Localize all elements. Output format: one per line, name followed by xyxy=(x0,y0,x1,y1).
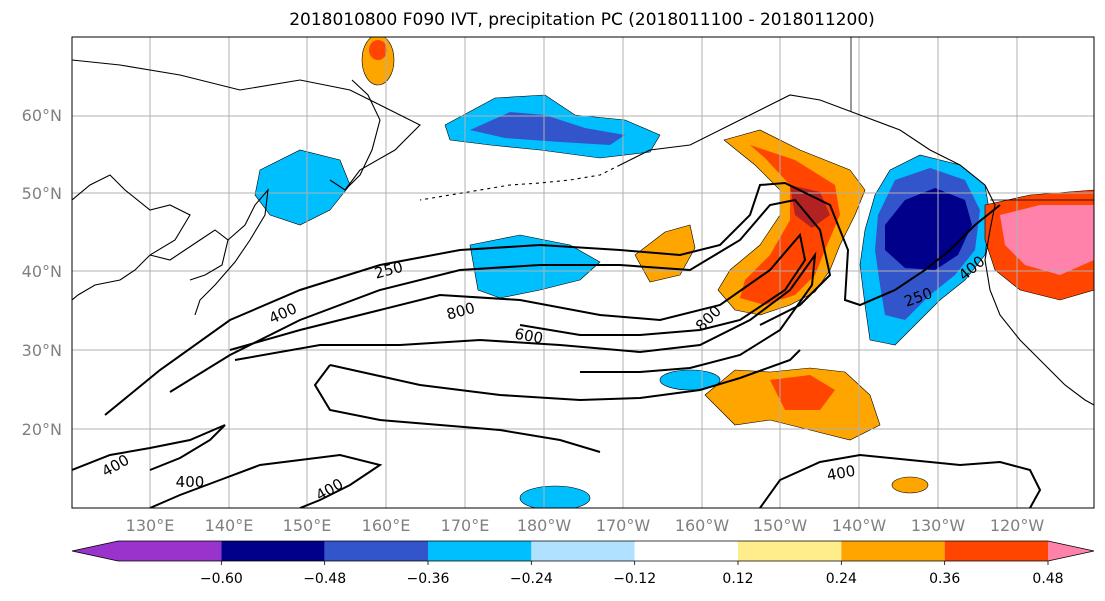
contour-label: 600 xyxy=(513,325,544,348)
colorbar-segment xyxy=(428,541,532,561)
colorbar-segment xyxy=(221,541,325,561)
colorbar-segment xyxy=(324,541,428,561)
colorbar-tick-label: 0.48 xyxy=(1032,571,1063,587)
ivt-contour-400-southwest xyxy=(72,424,226,471)
positive-anomaly-small-1 xyxy=(891,476,929,494)
negative-anomaly-bering-sea-core xyxy=(470,112,625,145)
figure-title: 2018010800 F090 IVT, precipitation PC (2… xyxy=(289,10,875,30)
ivt-contours xyxy=(72,181,1042,508)
positive-anomaly-north-core xyxy=(369,40,387,60)
ivt-contour-400-south-loop xyxy=(313,349,801,453)
negative-anomaly-central-pacific xyxy=(469,234,601,299)
colorbar-segment xyxy=(634,541,738,561)
coastline-japan xyxy=(194,188,269,316)
coastline-asia xyxy=(72,174,191,301)
lon-label: 160°E xyxy=(362,516,411,535)
lat-label: 30°N xyxy=(22,341,62,360)
ivt-contour-400-south xyxy=(149,453,383,508)
colorbar-tick-label: −0.24 xyxy=(510,571,553,587)
contour-label: 400 xyxy=(825,462,856,485)
colorbar-tick-label: 0.12 xyxy=(722,571,753,587)
negative-anomaly-south xyxy=(519,485,591,508)
coastline-alaska xyxy=(619,94,986,186)
ivt-contour-800 xyxy=(229,232,807,351)
map-panel: 250 400 800 600 800 250 400 400 400 400 … xyxy=(71,36,1095,509)
lon-label: 170°W xyxy=(596,516,651,535)
lon-label: 160°W xyxy=(675,516,730,535)
colorbar-tick-label: −0.48 xyxy=(303,571,346,587)
coastlines xyxy=(72,37,1094,406)
ivt-contour-400-north xyxy=(169,198,832,393)
colorbar-segment xyxy=(118,541,222,561)
coastline-north-america xyxy=(984,184,1094,406)
colorbar-tick-label: −0.12 xyxy=(613,571,656,587)
colorbar-segment xyxy=(531,541,635,561)
colorbar: −0.60 −0.48 −0.36 −0.24 −0.12 0.12 0.24 0.36 0.4… xyxy=(71,540,1095,587)
lon-label: 120°W xyxy=(990,516,1045,535)
colorbar-extension-max xyxy=(1048,541,1094,561)
colorbar-tick-label: −0.60 xyxy=(200,571,243,587)
colorbar-segment xyxy=(944,541,1048,561)
colorbar-tick-label: 0.36 xyxy=(929,571,960,587)
lat-label: 60°N xyxy=(22,106,62,125)
lon-label: 180°W xyxy=(517,516,572,535)
positive-anomaly-subtropics-core xyxy=(770,375,835,410)
lon-label: 170°E xyxy=(441,516,490,535)
longitude-labels: 130°E 140°E 150°E 160°E 170°E 180°W 170°… xyxy=(126,516,1045,535)
ivt-contour-400-southeast xyxy=(759,453,1042,508)
lat-label: 20°N xyxy=(22,420,62,439)
colorbar-tick-label: 0.24 xyxy=(826,571,857,587)
coastline-aleutians xyxy=(419,164,621,201)
colorbar-tick-label: −0.36 xyxy=(407,571,450,587)
map-frame xyxy=(71,36,1095,509)
latitude-labels: 60°N 50°N 40°N 30°N 20°N xyxy=(22,106,62,439)
colorbar-segment xyxy=(738,541,842,561)
lon-label: 150°E xyxy=(283,516,332,535)
lon-label: 140°E xyxy=(205,516,254,535)
ivt-contour-600 xyxy=(234,251,817,373)
colorbar-segment xyxy=(841,541,945,561)
coastline-korea xyxy=(149,229,229,281)
lon-label: 140°W xyxy=(832,516,887,535)
contour-label: 400 xyxy=(176,473,205,491)
negative-anomaly-small-1 xyxy=(659,369,721,391)
positive-anomaly-gulf-alaska-core xyxy=(790,185,830,228)
negative-anomaly-kuril xyxy=(254,149,351,226)
ivt-contour-250 xyxy=(104,181,1001,416)
colorbar-extension-min xyxy=(72,541,118,561)
positive-anomaly-western-us-core xyxy=(1000,205,1094,275)
colorbar-segments xyxy=(71,540,1095,562)
colorbar-outline xyxy=(71,540,1095,562)
colorbar-tick-labels: −0.60 −0.48 −0.36 −0.24 −0.12 0.12 0.24 0.36 0.4… xyxy=(200,561,1064,587)
lat-label: 40°N xyxy=(22,262,62,281)
lon-label: 150°W xyxy=(753,516,808,535)
lat-label: 50°N xyxy=(22,184,62,203)
lon-label: 130°W xyxy=(911,516,966,535)
lon-label: 130°E xyxy=(126,516,175,535)
coastline-kamchatka xyxy=(344,79,381,191)
